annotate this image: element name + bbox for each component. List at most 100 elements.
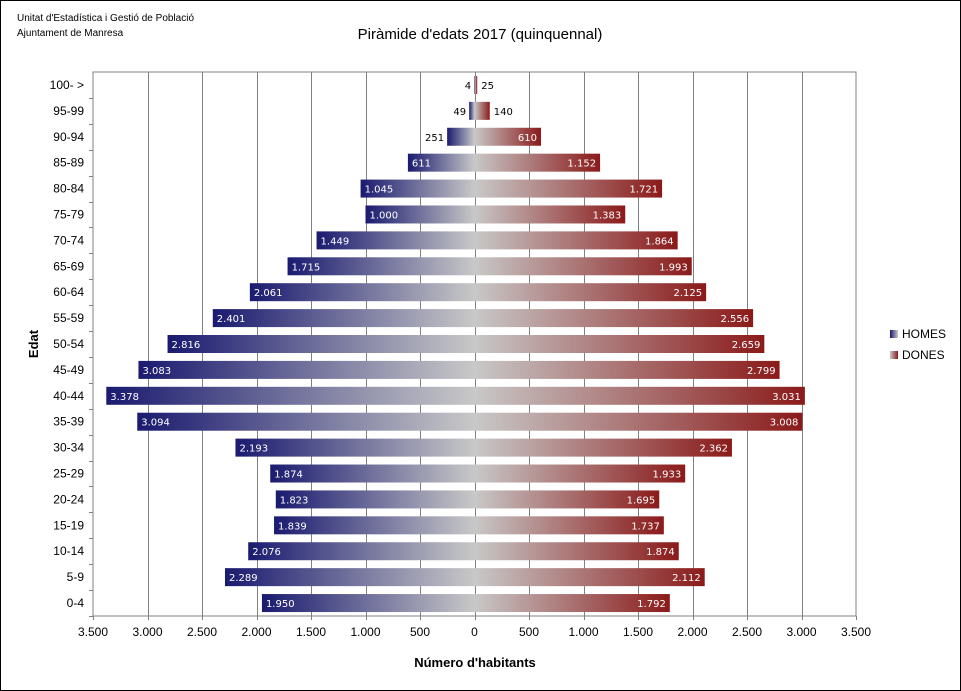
y-tick-label: 40-44 — [53, 389, 84, 403]
bar-dones — [474, 516, 664, 535]
bar-homes — [274, 516, 475, 535]
y-tick-label: 95-99 — [53, 104, 84, 118]
bar-dones — [474, 386, 805, 405]
bar-dones — [474, 568, 705, 587]
data-label-homes: 2.289 — [229, 573, 258, 584]
bar-dones — [474, 283, 707, 302]
y-tick-label: 35-39 — [53, 415, 84, 429]
y-tick-label: 25-29 — [53, 467, 84, 481]
bar-homes — [287, 257, 475, 276]
bars — [106, 75, 805, 613]
bar-dones — [474, 153, 601, 172]
y-tick-label: 50-54 — [53, 337, 84, 351]
data-label-homes: 1.000 — [370, 210, 399, 221]
x-axis-label: Número d'habitants — [414, 655, 536, 670]
bar-homes — [138, 360, 475, 379]
y-tick-label: 45-49 — [53, 363, 84, 377]
data-label-homes: 2.193 — [239, 444, 268, 455]
x-tick-label: 500 — [519, 625, 539, 639]
bar-dones — [474, 438, 732, 457]
data-label-homes: 3.083 — [142, 366, 171, 377]
bar-dones — [474, 412, 803, 431]
data-label-dones: 2.659 — [732, 340, 761, 351]
x-tick-label: 2.500 — [187, 625, 217, 639]
x-tick-label: 1.500 — [623, 625, 653, 639]
y-tick-label: 15-19 — [53, 518, 84, 532]
x-tick-label: 0 — [471, 625, 478, 639]
bar-homes — [224, 568, 475, 587]
bar-dones — [474, 594, 670, 613]
x-tick-label: 3.000 — [786, 625, 816, 639]
data-label-homes: 1.045 — [365, 185, 394, 196]
y-axis-label: Edat — [26, 329, 41, 358]
data-label-dones: 140 — [494, 107, 513, 118]
bar-dones — [474, 464, 686, 483]
bar-homes — [137, 412, 475, 431]
data-label-dones: 1.933 — [653, 470, 682, 481]
data-label-dones: 25 — [481, 81, 494, 92]
bar-dones — [474, 179, 663, 198]
bar-homes — [275, 490, 475, 509]
data-label-homes: 2.401 — [217, 314, 246, 325]
bar-homes — [447, 127, 475, 146]
data-label-dones: 1.864 — [645, 236, 674, 247]
data-label-dones: 3.031 — [772, 392, 801, 403]
data-label-dones: 610 — [518, 133, 537, 144]
bar-homes — [261, 594, 475, 613]
bar-homes — [106, 386, 475, 405]
bar-dones — [474, 542, 679, 561]
bar-dones — [474, 360, 780, 379]
bar-homes — [167, 335, 475, 353]
bar-dones — [474, 257, 692, 276]
bar-homes — [365, 205, 475, 224]
x-tick-label: 3.500 — [78, 625, 108, 639]
bar-homes — [248, 542, 475, 561]
data-label-dones: 1.695 — [627, 495, 656, 506]
legend-swatch-dones — [890, 351, 898, 359]
data-label-dones: 2.112 — [672, 573, 701, 584]
data-label-homes: 1.874 — [274, 470, 303, 481]
x-tick-label: 3.000 — [132, 625, 162, 639]
data-label-dones: 1.383 — [593, 210, 622, 221]
data-label-homes: 2.076 — [252, 547, 281, 558]
x-tick-label: 2.000 — [677, 625, 707, 639]
bar-dones — [474, 101, 490, 120]
legend-swatch-homes — [890, 330, 898, 338]
x-tick-label: 3.500 — [841, 625, 871, 639]
data-label-homes: 1.950 — [266, 599, 295, 610]
bar-dones — [474, 75, 478, 94]
y-tick-label: 60-64 — [53, 285, 84, 299]
y-tick-label: 10-14 — [53, 544, 84, 558]
y-tick-label: 85-89 — [53, 156, 84, 170]
y-tick-label: 70-74 — [53, 233, 84, 247]
x-tick-label: 1.000 — [568, 625, 598, 639]
data-label-homes: 2.816 — [172, 340, 201, 351]
data-label-homes: 1.715 — [292, 262, 321, 273]
legend-label-dones: DONES — [902, 348, 945, 362]
y-tick-label: 100- > — [50, 78, 84, 92]
y-tick-label: 65-69 — [53, 259, 84, 273]
x-axis-ticks: 3.500 3.000 2.500 2.000 1.500 1.000 500 0 500 1.0… — [78, 616, 871, 639]
data-label-homes: 3.378 — [110, 392, 139, 403]
x-tick-label: 1.500 — [296, 625, 326, 639]
data-label-homes: 1.839 — [278, 521, 307, 532]
bar-homes — [212, 309, 475, 328]
data-labels: 1.950 1.792 2.289 2.112 2.076 1.874 1.839 1.737… — [110, 81, 801, 610]
data-label-homes: 1.449 — [321, 236, 350, 247]
x-tick-label: 2.500 — [732, 625, 762, 639]
legend: HOMES DONES — [890, 327, 946, 362]
data-label-homes: 3.094 — [141, 418, 170, 429]
bar-homes — [235, 438, 475, 457]
data-label-homes: 1.823 — [280, 495, 309, 506]
legend-label-homes: HOMES — [902, 327, 946, 341]
bar-homes — [270, 464, 475, 483]
data-label-homes: 49 — [453, 107, 466, 118]
bar-dones — [474, 490, 660, 509]
data-label-homes: 4 — [465, 81, 471, 92]
bar-homes — [407, 153, 475, 172]
data-label-dones: 1.874 — [646, 547, 675, 558]
y-tick-label: 0-4 — [67, 596, 85, 610]
x-tick-label: 500 — [410, 625, 430, 639]
data-label-dones: 1.792 — [637, 599, 666, 610]
